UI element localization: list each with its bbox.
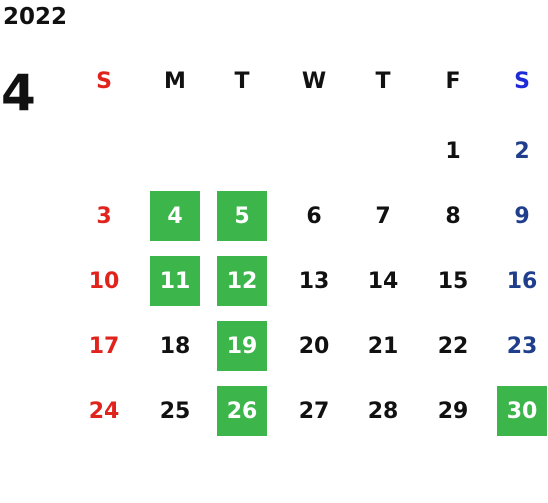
day-cell-9[interactable]: 9 [514,203,530,229]
day-cell-30[interactable]: 30 [497,386,547,436]
day-cell-10[interactable]: 10 [88,268,120,294]
day-cell-6[interactable]: 6 [306,203,322,229]
weekday-header-sat: S [514,68,530,94]
day-cell-4[interactable]: 4 [150,191,200,241]
day-cell-12[interactable]: 12 [217,256,267,306]
day-cell-5[interactable]: 5 [217,191,267,241]
day-cell-2[interactable]: 2 [514,138,530,164]
day-cell-8[interactable]: 8 [445,203,461,229]
weekday-header-tue: T [234,68,250,94]
weekday-header-mon: M [164,68,186,94]
day-cell-28[interactable]: 28 [367,398,399,424]
weekday-header-wed: W [301,68,327,94]
day-cell-1[interactable]: 1 [445,138,461,164]
day-cell-19[interactable]: 19 [217,321,267,371]
weekday-header-sun: S [96,68,112,94]
month-label: 4 [1,64,36,122]
weekday-header-thu: T [375,68,391,94]
day-cell-21[interactable]: 21 [367,333,399,359]
day-cell-15[interactable]: 15 [437,268,469,294]
day-cell-20[interactable]: 20 [298,333,330,359]
day-cell-25[interactable]: 25 [159,398,191,424]
day-cell-24[interactable]: 24 [88,398,120,424]
day-cell-29[interactable]: 29 [437,398,469,424]
day-cell-23[interactable]: 23 [506,333,538,359]
day-cell-3[interactable]: 3 [96,203,112,229]
day-cell-27[interactable]: 27 [298,398,330,424]
day-cell-26[interactable]: 26 [217,386,267,436]
day-cell-11[interactable]: 11 [150,256,200,306]
day-cell-22[interactable]: 22 [437,333,469,359]
day-cell-7[interactable]: 7 [375,203,391,229]
weekday-header-fri: F [445,68,461,94]
day-cell-17[interactable]: 17 [88,333,120,359]
year-label: 2022 [3,4,68,30]
day-cell-13[interactable]: 13 [298,268,330,294]
day-cell-18[interactable]: 18 [159,333,191,359]
day-cell-14[interactable]: 14 [367,268,399,294]
day-cell-16[interactable]: 16 [506,268,538,294]
